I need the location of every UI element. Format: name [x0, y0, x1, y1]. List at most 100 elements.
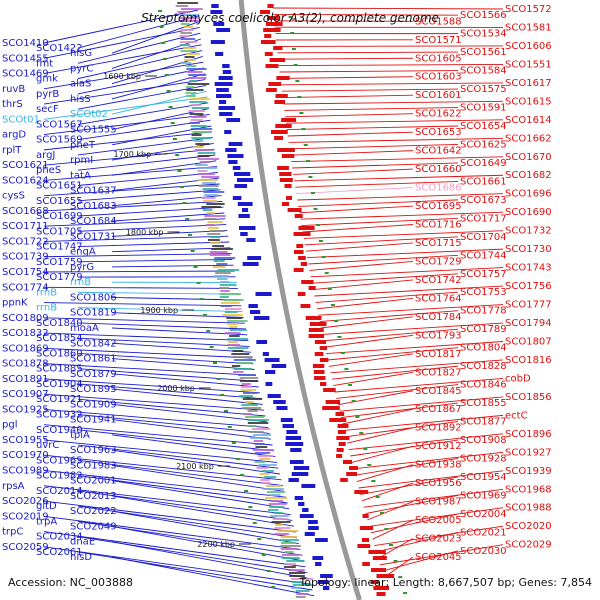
right-gene-label[interactable]: SCO1588 [415, 16, 462, 27]
right-gene-label[interactable]: SCO1625 [460, 139, 507, 150]
right-gene-label[interactable]: SCO1581 [505, 22, 552, 33]
right-gene-label[interactable]: SCO1660 [415, 164, 462, 175]
left-gene-label[interactable]: SCO2014 [36, 486, 83, 497]
left-gene-label[interactable]: pyrC [70, 63, 93, 74]
right-gene-label[interactable]: SCO2023 [415, 534, 462, 545]
left-gene-label[interactable]: SCOt02 [70, 109, 108, 120]
left-gene-label[interactable]: SCO2049 [70, 521, 117, 532]
left-gene-label[interactable]: SCO1854 [36, 333, 83, 344]
left-gene-label[interactable]: SCO1809 [2, 313, 49, 324]
right-gene-label[interactable]: SCO1601 [415, 90, 462, 101]
left-gene-label[interactable]: SCO1774 [2, 282, 49, 293]
right-gene-label[interactable]: SCO2029 [505, 540, 552, 551]
left-gene-label[interactable]: SCO1806 [70, 292, 117, 303]
left-gene-label[interactable]: SCO1739 [2, 252, 49, 263]
left-gene-label[interactable]: hisS [70, 94, 91, 105]
left-gene-label[interactable]: SCO1651 [36, 180, 83, 191]
right-gene-label[interactable]: SCO1591 [460, 103, 507, 114]
left-gene-label[interactable]: SCO2026 [2, 496, 49, 507]
left-gene-label[interactable]: thrS [2, 99, 23, 110]
left-gene-label[interactable]: SCO1983 [70, 460, 117, 471]
left-gene-label[interactable]: SCO1869 [2, 343, 49, 354]
left-gene-label[interactable]: SCO1655 [36, 196, 83, 207]
right-gene-label[interactable]: SCO1704 [460, 232, 507, 243]
left-gene-label[interactable]: SCO2059 [2, 542, 49, 553]
right-gene-label[interactable]: SCO1730 [505, 244, 552, 255]
left-gene-label[interactable]: SCO2022 [70, 506, 117, 517]
right-gene-label[interactable]: SCO1816 [505, 355, 552, 366]
left-gene-label[interactable]: SCO1759 [36, 257, 83, 268]
left-gene-label[interactable]: SCO2061 [36, 547, 83, 558]
right-gene-label[interactable]: SCO1661 [460, 176, 507, 187]
left-gene-label[interactable]: SCO1711 [2, 221, 49, 232]
left-gene-label[interactable]: SCO1965 [36, 455, 83, 466]
left-gene-label[interactable]: ppnK [2, 298, 28, 309]
left-gene-label[interactable]: engA [70, 247, 96, 258]
right-gene-label[interactable]: SCO2030 [460, 546, 507, 557]
left-gene-label[interactable]: SCO1909 [70, 399, 117, 410]
left-gene-label[interactable]: trpA [36, 516, 57, 527]
right-gene-label[interactable]: SCO1928 [460, 453, 507, 464]
left-gene-label[interactable]: rrnB [36, 303, 57, 314]
right-gene-label[interactable]: SCO1988 [505, 503, 552, 514]
right-gene-label[interactable]: SCO1696 [505, 189, 552, 200]
right-gene-label[interactable]: SCO1777 [505, 300, 552, 311]
right-gene-label[interactable]: SCO2021 [460, 527, 507, 538]
right-gene-label[interactable]: SCO1717 [460, 213, 507, 224]
right-gene-label[interactable]: SCO1686 [415, 183, 462, 194]
right-gene-label[interactable]: SCO1817 [415, 349, 462, 360]
left-gene-label[interactable]: SCO1699 [36, 211, 83, 222]
left-gene-label[interactable]: SCO1925 [2, 404, 49, 415]
left-gene-label[interactable]: SCO1907 [2, 389, 49, 400]
right-gene-label[interactable]: SCO1614 [505, 115, 552, 126]
left-gene-label[interactable]: SCO1683 [70, 201, 117, 212]
right-gene-label[interactable]: SCO1716 [415, 220, 462, 231]
left-gene-label[interactable]: SCO1982 [36, 471, 83, 482]
left-gene-label[interactable]: SCO2001 [70, 476, 117, 487]
left-gene-label[interactable]: SCO1684 [70, 216, 117, 227]
left-gene-label[interactable]: gltD [36, 501, 57, 512]
right-gene-label[interactable]: SCO2020 [505, 521, 552, 532]
left-gene-label[interactable]: SCO1705 [36, 226, 83, 237]
right-gene-label[interactable]: SCO1653 [415, 127, 462, 138]
left-gene-label[interactable]: SCO1932 [36, 410, 83, 421]
right-gene-label[interactable]: SCO1682 [505, 170, 552, 181]
left-gene-label[interactable]: pyrG [70, 262, 94, 273]
right-gene-label[interactable]: cobD [505, 373, 531, 384]
right-gene-label[interactable]: SCO1793 [415, 330, 462, 341]
right-gene-label[interactable]: SCO1756 [505, 281, 552, 292]
left-gene-label[interactable]: gmk [36, 74, 58, 85]
left-gene-label[interactable]: SCO1410 [2, 38, 49, 49]
right-gene-label[interactable]: SCO1954 [460, 472, 507, 483]
right-gene-label[interactable]: SCO1534 [460, 29, 507, 40]
right-gene-label[interactable]: SCO1845 [415, 386, 462, 397]
left-gene-label[interactable]: pheT [70, 140, 96, 151]
right-gene-label[interactable]: SCO1742 [415, 275, 462, 286]
left-gene-label[interactable]: dnaE [70, 537, 95, 548]
left-gene-label[interactable]: SCO1731 [70, 231, 117, 242]
right-gene-label[interactable]: SCO1908 [460, 435, 507, 446]
right-gene-label[interactable]: SCO1778 [460, 306, 507, 317]
right-gene-label[interactable]: SCO1584 [460, 66, 507, 77]
left-gene-label[interactable]: moaA [70, 323, 99, 334]
right-gene-label[interactable]: SCO1757 [460, 269, 507, 280]
left-gene-label[interactable]: argJ [36, 150, 55, 161]
right-gene-label[interactable]: SCO1828 [460, 361, 507, 372]
left-gene-label[interactable]: pgl [2, 420, 17, 431]
right-gene-label[interactable]: SCO1649 [460, 158, 507, 169]
left-gene-label[interactable]: SCO1885 [36, 364, 83, 375]
right-gene-label[interactable]: SCO1571 [415, 35, 462, 46]
left-gene-label[interactable]: rrnB [70, 277, 91, 288]
left-gene-label[interactable]: SCO1891 [2, 374, 49, 385]
right-gene-label[interactable]: SCO1743 [505, 263, 552, 274]
left-gene-label[interactable]: SCO1989 [2, 465, 49, 476]
right-gene-label[interactable]: SCO1729 [415, 256, 462, 267]
left-gene-label[interactable]: SCO1832 [2, 328, 49, 339]
right-gene-label[interactable]: SCO2045 [415, 552, 462, 563]
right-gene-label[interactable]: SCO1856 [505, 392, 552, 403]
left-gene-label[interactable]: trpC [2, 527, 23, 538]
left-gene-label[interactable]: SCO1469 [2, 69, 49, 80]
left-gene-label[interactable]: SCO1621 [2, 160, 49, 171]
left-gene-label[interactable]: SCO1422 [36, 43, 83, 54]
left-gene-label[interactable]: secF [36, 104, 59, 115]
